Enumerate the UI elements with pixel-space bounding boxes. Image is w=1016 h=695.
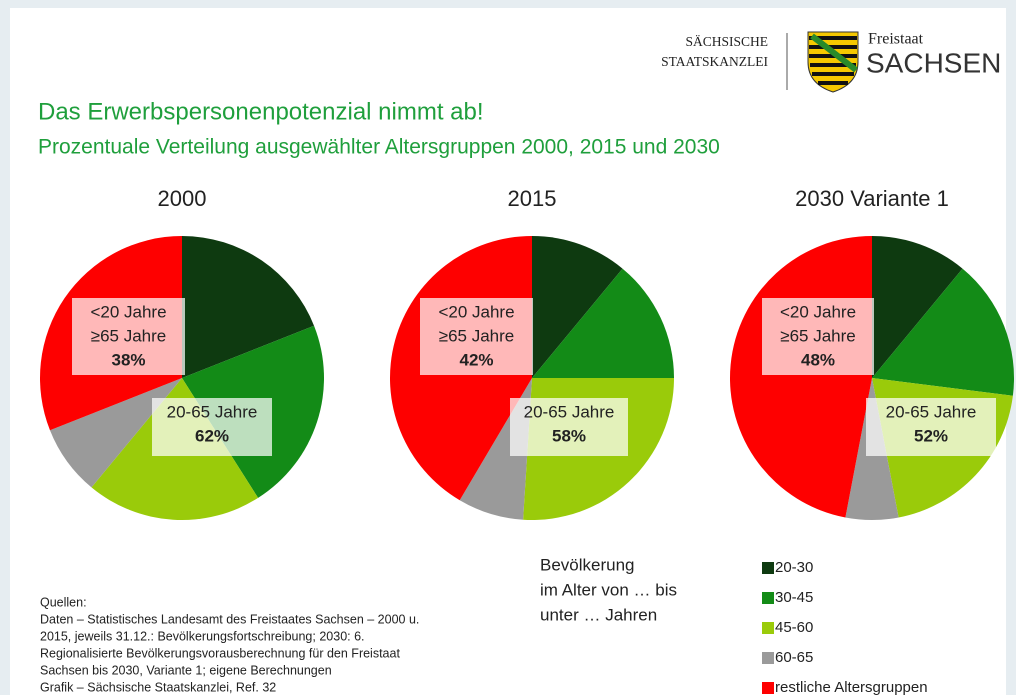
annotation-value: 62% <box>195 426 229 445</box>
legend-swatch <box>762 592 774 604</box>
annotation-value: 58% <box>552 426 586 445</box>
title: Das Erwerbspersonenpotenzial nimmt ab! <box>38 98 484 125</box>
sources-heading: Quellen: <box>40 595 87 609</box>
logo: SÄCHSISCHE STAATSKANZLEI Freistaat SACHS… <box>661 31 1001 93</box>
legend-title: unter … Jahren <box>540 605 657 624</box>
annotation-value: 38% <box>111 350 145 369</box>
pie-slice <box>872 236 963 378</box>
sources-line: Regionalisierte Bevölkerungsvorausberech… <box>40 646 400 660</box>
annotation-box <box>72 298 185 375</box>
annotation-text: 20-65 Jahre <box>167 402 258 421</box>
sources-line: Sachsen bis 2030, Variante 1; eigene Ber… <box>40 663 332 677</box>
brand-large: SACHSEN <box>866 47 1001 78</box>
pie-slice <box>182 236 315 378</box>
annotation-text: <20 Jahre <box>90 302 166 321</box>
annotation-value: 52% <box>914 426 948 445</box>
pie-slice <box>872 268 1014 396</box>
pie-title: 2030 Variante 1 <box>795 186 949 211</box>
legend-title: im Alter von … bis <box>540 580 677 599</box>
annotation-text: ≥65 Jahre <box>780 326 856 345</box>
pie-title: 2000 <box>158 186 207 211</box>
annotation-text: ≥65 Jahre <box>439 326 515 345</box>
legend-swatch <box>762 562 774 574</box>
pie-slice <box>532 236 623 378</box>
charts: 2000 <20 Jahre ≥65 Jahre 38% 20-65 Jahre 62% 2… <box>39 186 1014 520</box>
annotation-box <box>420 298 533 375</box>
legend: Bevölkerung im Alter von … bis unter … Jah… <box>540 555 928 695</box>
annotation-box <box>866 398 996 456</box>
sources-line: Daten – Statistisches Landesamt des Frei… <box>40 612 419 626</box>
coat-crown <box>810 33 858 73</box>
annotation-text: 20-65 Jahre <box>886 402 977 421</box>
sources: Quellen: Daten – Statistisches Landesamt … <box>40 595 419 694</box>
annotation-text: <20 Jahre <box>780 302 856 321</box>
annotation-value: 48% <box>801 350 835 369</box>
annotation-text: <20 Jahre <box>438 302 514 321</box>
sources-line: Grafik – Sächsische Staatskanzlei, Ref. … <box>40 680 276 694</box>
legend-title: Bevölkerung <box>540 555 635 574</box>
legend-label: 20-30 <box>775 559 813 576</box>
legend-label: 30-45 <box>775 589 813 606</box>
pie-title: 2015 <box>508 186 557 211</box>
org-line: SÄCHSISCHE <box>685 34 768 49</box>
annotation-text: 20-65 Jahre <box>524 402 615 421</box>
annotation-box <box>762 298 874 375</box>
sources-line: 2015, jeweils 31.12.: Bevölkerungsfortsc… <box>40 629 365 643</box>
legend-label: restliche Altersgruppen <box>775 679 928 695</box>
legend-swatch <box>762 652 774 664</box>
legend-label: 45-60 <box>775 619 813 636</box>
subtitle: Prozentuale Verteilung ausgewählter Alte… <box>38 136 720 159</box>
annotation-box <box>152 398 272 456</box>
pie-slice <box>49 378 182 488</box>
brand-small: Freistaat <box>868 31 924 48</box>
annotation-text: ≥65 Jahre <box>91 326 167 345</box>
annotation-box <box>510 398 628 456</box>
legend-swatch <box>762 622 774 634</box>
pie-slice <box>532 268 674 378</box>
legend-swatch <box>762 682 774 694</box>
org-line: STAATSKANZLEI <box>661 54 768 69</box>
legend-label: 60-65 <box>775 649 813 666</box>
annotation-value: 42% <box>459 350 493 369</box>
